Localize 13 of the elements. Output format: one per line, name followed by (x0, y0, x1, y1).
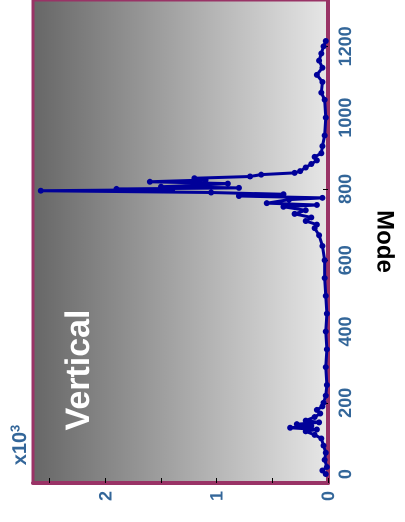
y-tick-label: 1000 (335, 98, 355, 138)
x-tick-label: 2 (95, 491, 116, 502)
y-tick-label: 800 (335, 174, 355, 204)
annotation: Vertical (59, 310, 97, 430)
y-tick-label: 600 (335, 245, 355, 276)
y-tick-label: 400 (335, 316, 355, 347)
y-tick-label: 200 (335, 388, 355, 418)
y-tick-label: 0 (335, 469, 355, 480)
x-tick-label: 1 (206, 491, 227, 502)
y-axis-title: Mode (372, 210, 398, 273)
x-tick-label: 0 (318, 491, 338, 502)
y-tick-label: 1200 (335, 26, 355, 66)
text: x103 (8, 424, 31, 466)
